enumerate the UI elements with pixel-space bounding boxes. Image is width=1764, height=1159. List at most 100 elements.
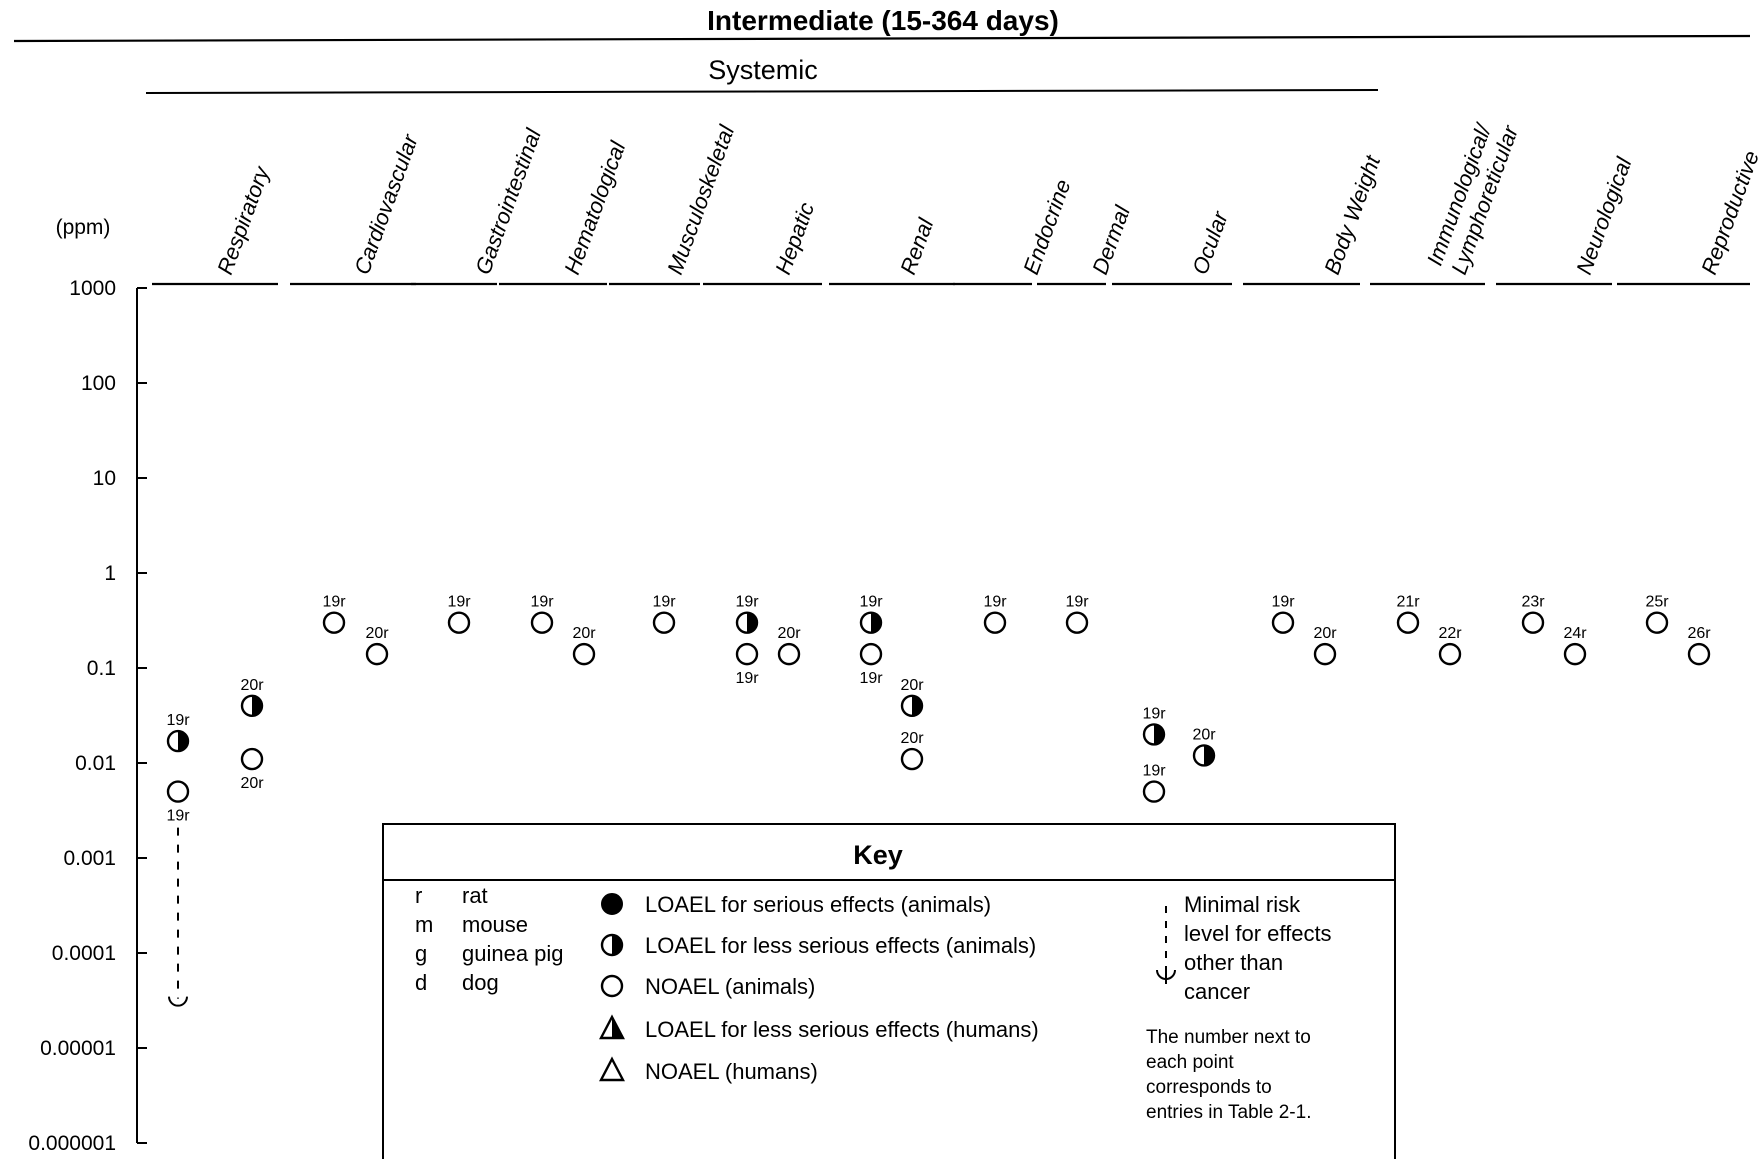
- open-circle-icon: [1065, 611, 1089, 634]
- point-label: 22r: [1438, 625, 1462, 642]
- data-point: 20r: [572, 625, 596, 666]
- point-label: 20r: [572, 625, 596, 642]
- y-tick-label: 0.001: [63, 847, 116, 870]
- open-triangle-icon: [599, 1056, 625, 1082]
- open-circle-icon: [859, 642, 883, 666]
- key-mrl-text-line: level for effects: [1184, 921, 1332, 946]
- category-label: Hepatic: [770, 199, 819, 278]
- half-fill: [1204, 745, 1214, 766]
- y-tick-label: 0.01: [75, 752, 116, 775]
- point-label: 20r: [1192, 726, 1216, 743]
- open-circle-icon: [1313, 642, 1337, 666]
- data-point: 19r: [735, 642, 759, 687]
- point-label: 26r: [1687, 625, 1711, 642]
- half-fill: [178, 731, 189, 752]
- data-points: 19r 19r 20r 20r 19r 20r 19r 19r 20r 19r 19r 19r 20r 1…: [166, 594, 1711, 825]
- open-circle-icon: [1521, 611, 1545, 634]
- data-point: 19r: [859, 642, 883, 687]
- key-mrl-text-line: cancer: [1184, 979, 1250, 1004]
- key-note-line: entries in Table 2-1.: [1146, 1102, 1311, 1123]
- chart-title: Intermediate (15-364 days): [707, 5, 1059, 36]
- data-point: 19r: [859, 594, 883, 634]
- point-label: 20r: [240, 775, 264, 792]
- data-point: 20r: [365, 625, 389, 666]
- key-note: The number next to each point corresponds …: [1146, 1027, 1311, 1123]
- key-title: Key: [853, 840, 903, 870]
- data-point: 25r: [1645, 594, 1669, 634]
- key-mrl-text-line: Minimal risk: [1184, 892, 1301, 917]
- half-fill: [612, 1017, 623, 1038]
- data-point: 20r: [777, 625, 801, 666]
- key-note-line: The number next to: [1146, 1027, 1311, 1048]
- point-label: 19r: [1065, 594, 1089, 611]
- open-circle-icon: [900, 747, 924, 771]
- key-mrl-text-line: other than: [1184, 950, 1283, 975]
- point-label: 20r: [240, 677, 264, 694]
- key-species-name: guinea pig: [462, 941, 564, 966]
- point-label: 20r: [1313, 625, 1337, 642]
- category-label: Respiratory: [212, 162, 275, 278]
- key-species-name: rat: [462, 883, 488, 908]
- open-circle-icon: [1142, 780, 1166, 803]
- data-point: 19r: [735, 594, 759, 634]
- category-label: Reproductive: [1696, 147, 1764, 277]
- data-point: 22r: [1438, 625, 1462, 666]
- point-label: 19r: [322, 594, 346, 611]
- point-label: 19r: [530, 594, 554, 611]
- open-circle-icon: [1438, 642, 1462, 666]
- open-circle-icon: [166, 780, 190, 803]
- point-label: 19r: [166, 712, 190, 729]
- open-circle-icon: [322, 611, 346, 634]
- data-point: 19r: [1065, 594, 1089, 634]
- data-point: 19r: [983, 594, 1007, 634]
- point-label: 19r: [735, 594, 759, 611]
- y-axis-ticks: 1000 100 10 1 0.1 0.01 0.001 0.0001 0.00001 0.000…: [28, 277, 147, 1155]
- open-circle-icon: [1563, 642, 1587, 666]
- y-tick-label: 10: [93, 467, 116, 490]
- point-label: 19r: [983, 594, 1007, 611]
- category-label: Endocrine: [1018, 176, 1075, 278]
- data-point: 19r: [1271, 594, 1295, 634]
- data-point: 19r: [322, 594, 346, 634]
- open-circle-icon: [1687, 642, 1711, 666]
- data-point: 21r: [1396, 594, 1420, 634]
- half-fill: [252, 695, 262, 716]
- category-label: Immunological/Lymphoreticular: [1422, 112, 1524, 278]
- key-symbol-list: LOAEL for serious effects (animals) LOAEL…: [599, 892, 1039, 1084]
- point-label: 19r: [1142, 705, 1166, 722]
- open-circle-icon: [735, 642, 759, 666]
- key-symbol-label: LOAEL for less serious effects (humans): [645, 1017, 1039, 1042]
- key-species-code: r: [415, 883, 422, 908]
- key-species-list: r rat m mouse g guinea pig d dog: [415, 883, 564, 995]
- key-species-code: d: [415, 970, 427, 995]
- data-point: 19r: [530, 594, 554, 634]
- key-symbol-label: LOAEL for less serious effects (animals): [645, 933, 1036, 958]
- point-label: 20r: [900, 730, 924, 747]
- category-label: Renal: [895, 214, 939, 278]
- point-label: 19r: [1271, 594, 1295, 611]
- point-label: 19r: [859, 594, 883, 611]
- data-point: 20r: [240, 747, 264, 792]
- open-circle-icon: [447, 611, 471, 634]
- key-note-line: corresponds to: [1146, 1077, 1272, 1098]
- key-symbol-entry: LOAEL for less serious effects (humans): [599, 1014, 1039, 1042]
- category-label: Gastrointestinal: [470, 124, 546, 277]
- open-circle-icon: [600, 974, 624, 998]
- y-tick-label: 0.00001: [40, 1037, 116, 1060]
- data-point: 20r: [1192, 726, 1216, 767]
- data-point: 20r: [900, 730, 924, 771]
- key-symbol-label: NOAEL (humans): [645, 1059, 818, 1084]
- open-circle-icon: [777, 642, 801, 666]
- category-label: Body Weight: [1319, 151, 1385, 277]
- y-tick-label: 0.000001: [28, 1132, 116, 1155]
- key-symbol-entry: NOAEL (animals): [600, 974, 815, 999]
- y-tick-label: 0.1: [87, 657, 116, 680]
- data-point: 20r: [900, 677, 924, 718]
- open-circle-icon: [572, 642, 596, 666]
- point-label: 19r: [859, 670, 883, 687]
- group-label-systemic: Systemic: [708, 55, 818, 85]
- open-circle-icon: [365, 642, 389, 666]
- key-symbol-entry: LOAEL for serious effects (animals): [601, 892, 991, 917]
- key-species-code: g: [415, 941, 427, 966]
